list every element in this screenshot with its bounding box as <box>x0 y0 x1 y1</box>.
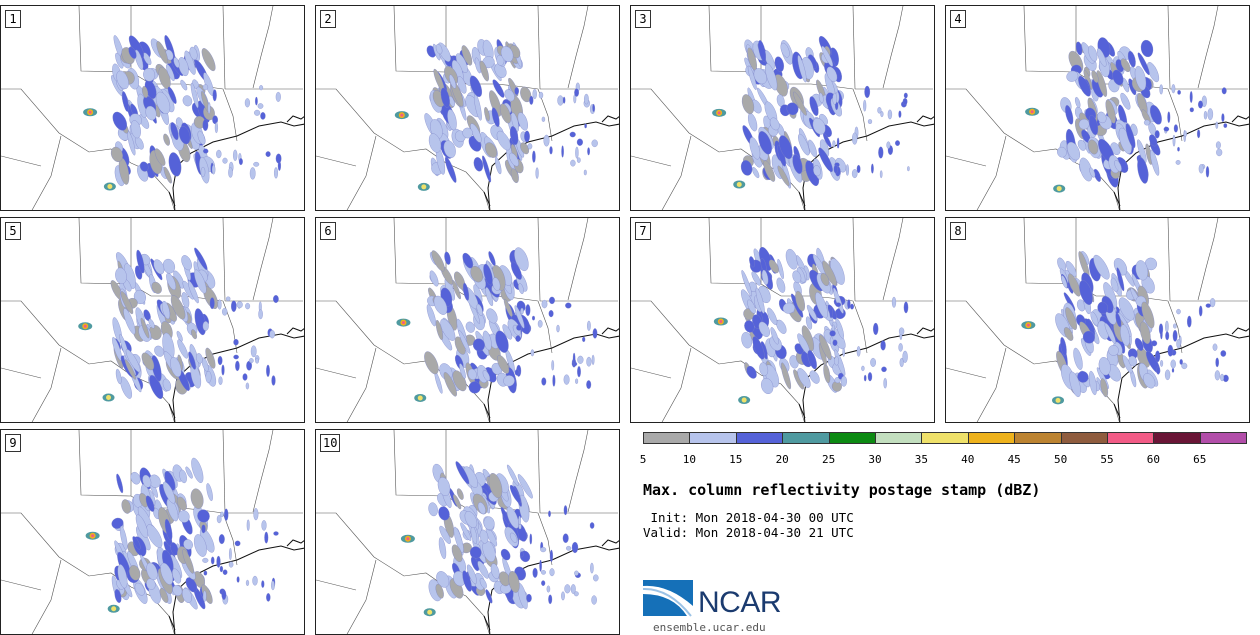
ensemble-member-panel: 10 <box>315 429 620 635</box>
colorbar-swatch <box>1107 432 1155 444</box>
colorbar-swatch <box>1014 432 1062 444</box>
colorbar-swatch <box>1199 432 1248 444</box>
ensemble-member-panel: 7 <box>630 217 935 423</box>
colorbar-tick-label: 35 <box>914 453 929 466</box>
reflectivity-map <box>946 6 1249 210</box>
ncar-swoosh-icon <box>642 580 693 617</box>
colorbar-swatch <box>1153 432 1201 444</box>
ensemble-member-panel: 4 <box>945 5 1250 211</box>
colorbar-swatch <box>828 432 876 444</box>
ensemble-member-panel: 8 <box>945 217 1250 423</box>
colorbar-swatch <box>735 432 784 444</box>
ensemble-member-panel: 5 <box>0 217 305 423</box>
reflectivity-map <box>946 218 1249 422</box>
reflectivity-map <box>316 6 619 210</box>
colorbar-tick-label: 15 <box>729 453 743 466</box>
ensemble-url: ensemble.ucar.edu <box>653 621 766 634</box>
colorbar-tick-label: 50 <box>1053 453 1068 466</box>
colorbar-tick-label: 10 <box>682 453 697 466</box>
colorbar-tick-label: 5 <box>639 453 647 466</box>
colorbar-tick-label: 60 <box>1146 453 1161 466</box>
colorbar-swatch <box>782 432 830 444</box>
ensemble-member-panel: 6 <box>315 217 620 423</box>
colorbar-tick-label: 55 <box>1100 453 1114 466</box>
colorbar-tick-label: 40 <box>961 453 975 466</box>
member-number-label: 1 <box>5 10 21 28</box>
reflectivity-map <box>1 430 304 634</box>
colorbar-tick-label: 30 <box>868 453 882 466</box>
member-number-label: 7 <box>635 222 651 240</box>
member-number-label: 6 <box>320 222 336 240</box>
ensemble-member-panel: 1 <box>0 5 305 211</box>
reflectivity-map <box>1 218 304 422</box>
reflectivity-map <box>316 218 619 422</box>
member-number-label: 2 <box>320 10 336 28</box>
colorbar-tick-label: 20 <box>775 453 789 466</box>
product-title: Max. column reflectivity postage stamp (… <box>643 481 1041 499</box>
ncar-logo: NCAR ensemble.ucar.edu <box>642 578 803 634</box>
ncar-wordmark: NCAR <box>698 586 782 619</box>
member-number-label: 4 <box>950 10 966 28</box>
reflectivity-map <box>631 6 934 210</box>
member-number-label: 8 <box>950 222 966 240</box>
colorbar-tick-label: 45 <box>1007 453 1021 466</box>
reflectivity-map <box>1 6 304 210</box>
reflectivity-map <box>631 218 934 422</box>
init-time: Init: Mon 2018-04-30 00 UTC <box>643 510 854 525</box>
ensemble-member-panel: 3 <box>630 5 935 211</box>
member-number-label: 3 <box>635 10 651 28</box>
colorbar-swatch <box>689 432 737 444</box>
colorbar-swatch <box>967 432 1016 444</box>
ensemble-member-panel: 9 <box>0 429 305 635</box>
colorbar-swatch <box>921 432 969 444</box>
valid-time: Valid: Mon 2018-04-30 21 UTC <box>643 525 854 540</box>
colorbar-swatch <box>875 432 923 444</box>
ensemble-member-panel: 2 <box>315 5 620 211</box>
member-number-label: 9 <box>5 434 21 452</box>
colorbar-swatch <box>643 432 691 444</box>
reflectivity-colorbar: 5 10 15 20 25 30 35 40 45 50 55 60 65 <box>639 432 1248 472</box>
colorbar-swatch <box>1060 432 1108 444</box>
reflectivity-map <box>316 430 619 634</box>
colorbar-tick-label: 65 <box>1193 453 1207 466</box>
member-number-label: 10 <box>320 434 341 452</box>
member-number-label: 5 <box>5 222 21 240</box>
colorbar-tick-label: 25 <box>821 453 836 466</box>
